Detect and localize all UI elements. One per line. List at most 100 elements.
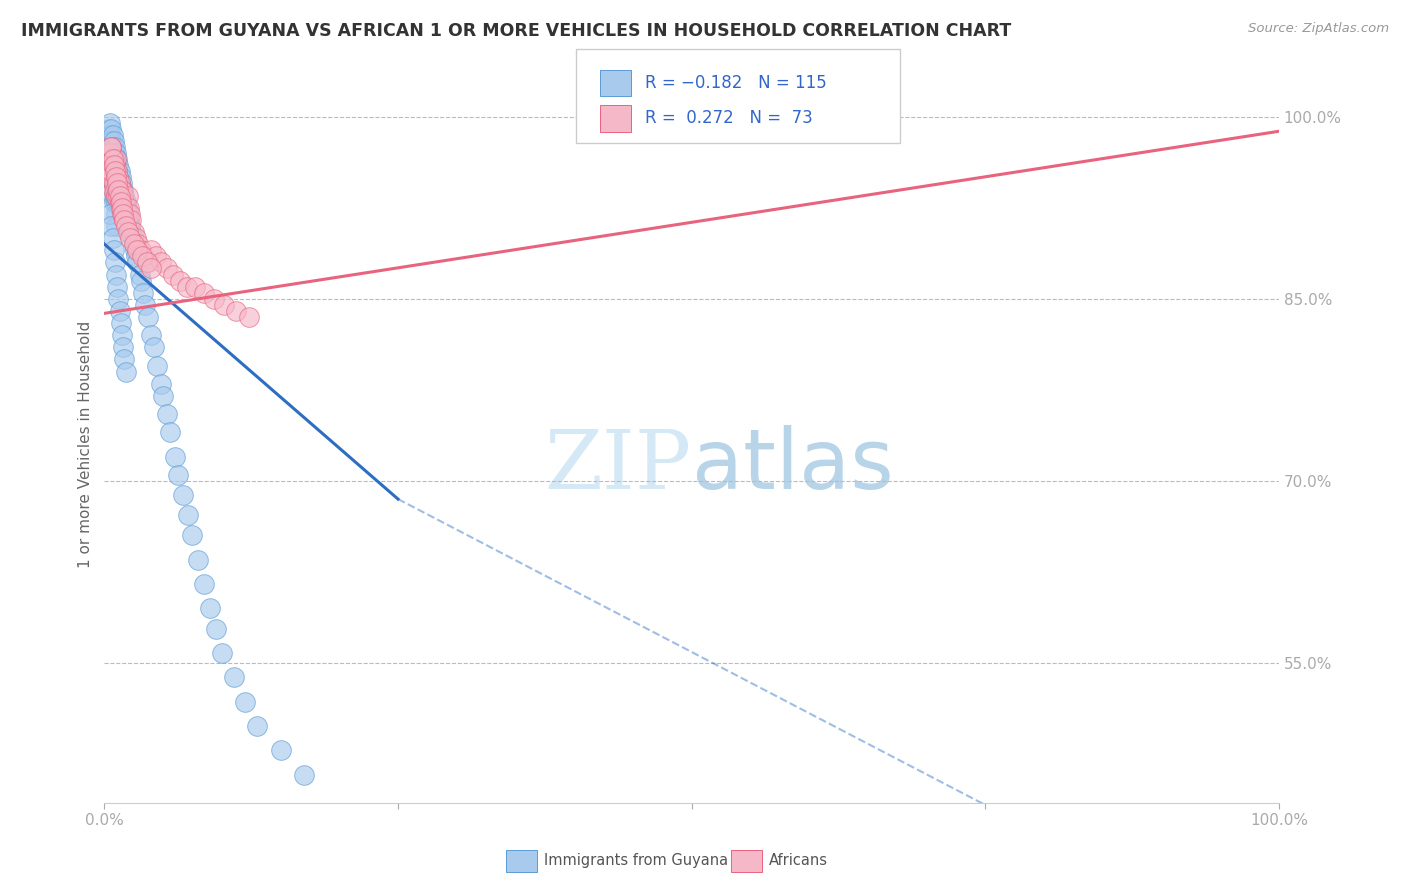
Point [101, 158, 124, 172]
Point [98, 170, 121, 185]
Point [120, 207, 142, 221]
Point [127, 237, 149, 252]
Point [134, 249, 156, 263]
Point [108, 188, 131, 202]
Point [125, 249, 148, 263]
Point [103, 152, 125, 166]
Point [104, 164, 127, 178]
Point [212, 298, 235, 312]
Point [104, 140, 127, 154]
Point [162, 268, 184, 282]
Point [105, 177, 128, 191]
Point [105, 182, 128, 196]
Point [111, 177, 134, 191]
Point [98, 152, 121, 166]
Point [105, 146, 128, 161]
Point [103, 194, 125, 209]
Point [108, 177, 131, 191]
Point [105, 268, 128, 282]
Point [111, 207, 134, 221]
Point [108, 194, 131, 209]
Point [181, 528, 204, 542]
Point [125, 231, 148, 245]
Point [107, 194, 129, 209]
Point [103, 146, 125, 161]
Point [198, 601, 221, 615]
Point [101, 152, 124, 166]
Point [98, 128, 121, 142]
Point [270, 743, 292, 757]
Point [110, 182, 132, 196]
Point [104, 164, 127, 178]
Point [120, 219, 142, 233]
Point [100, 140, 122, 154]
Point [100, 219, 122, 233]
Point [105, 279, 128, 293]
Point [110, 170, 132, 185]
Point [114, 194, 136, 209]
Point [193, 577, 215, 591]
Point [134, 298, 156, 312]
Point [146, 359, 169, 373]
Point [122, 237, 145, 252]
Point [111, 201, 134, 215]
Point [100, 158, 122, 172]
Point [101, 152, 124, 166]
Point [101, 164, 124, 178]
Point [120, 213, 142, 227]
Point [176, 279, 198, 293]
Point [122, 225, 145, 239]
Point [114, 207, 136, 221]
Point [172, 488, 194, 502]
Point [103, 177, 125, 191]
Point [107, 188, 129, 202]
Text: R = −0.182   N = 115: R = −0.182 N = 115 [645, 74, 827, 92]
Point [114, 365, 136, 379]
Point [169, 274, 191, 288]
Point [246, 719, 269, 733]
Point [111, 188, 134, 202]
Point [103, 244, 125, 258]
Point [141, 328, 163, 343]
Point [112, 352, 135, 367]
Point [159, 425, 181, 440]
Point [100, 170, 122, 185]
Point [105, 170, 128, 185]
Point [187, 553, 209, 567]
Point [112, 194, 135, 209]
Point [114, 219, 136, 233]
Point [117, 225, 139, 239]
Point [105, 152, 128, 166]
Point [149, 376, 172, 391]
Point [101, 188, 124, 202]
Text: atlas: atlas [692, 425, 893, 507]
Point [127, 255, 149, 269]
Point [105, 219, 128, 233]
Point [225, 304, 247, 318]
Point [167, 467, 190, 482]
Point [115, 213, 138, 227]
Point [121, 231, 143, 245]
Point [98, 146, 121, 161]
Point [98, 121, 121, 136]
Point [127, 244, 149, 258]
Point [104, 255, 127, 269]
Point [104, 158, 127, 172]
Point [193, 285, 215, 300]
Point [292, 767, 315, 781]
Point [111, 201, 134, 215]
Point [97, 164, 120, 178]
Point [98, 116, 121, 130]
Point [131, 249, 153, 263]
Point [104, 152, 127, 166]
Point [117, 219, 139, 233]
Point [100, 164, 122, 178]
Point [101, 182, 124, 196]
Point [105, 152, 128, 166]
Text: Source: ZipAtlas.com: Source: ZipAtlas.com [1249, 22, 1389, 36]
Point [108, 164, 131, 178]
Point [149, 255, 172, 269]
Point [105, 170, 128, 185]
Point [112, 188, 135, 202]
Point [202, 292, 225, 306]
